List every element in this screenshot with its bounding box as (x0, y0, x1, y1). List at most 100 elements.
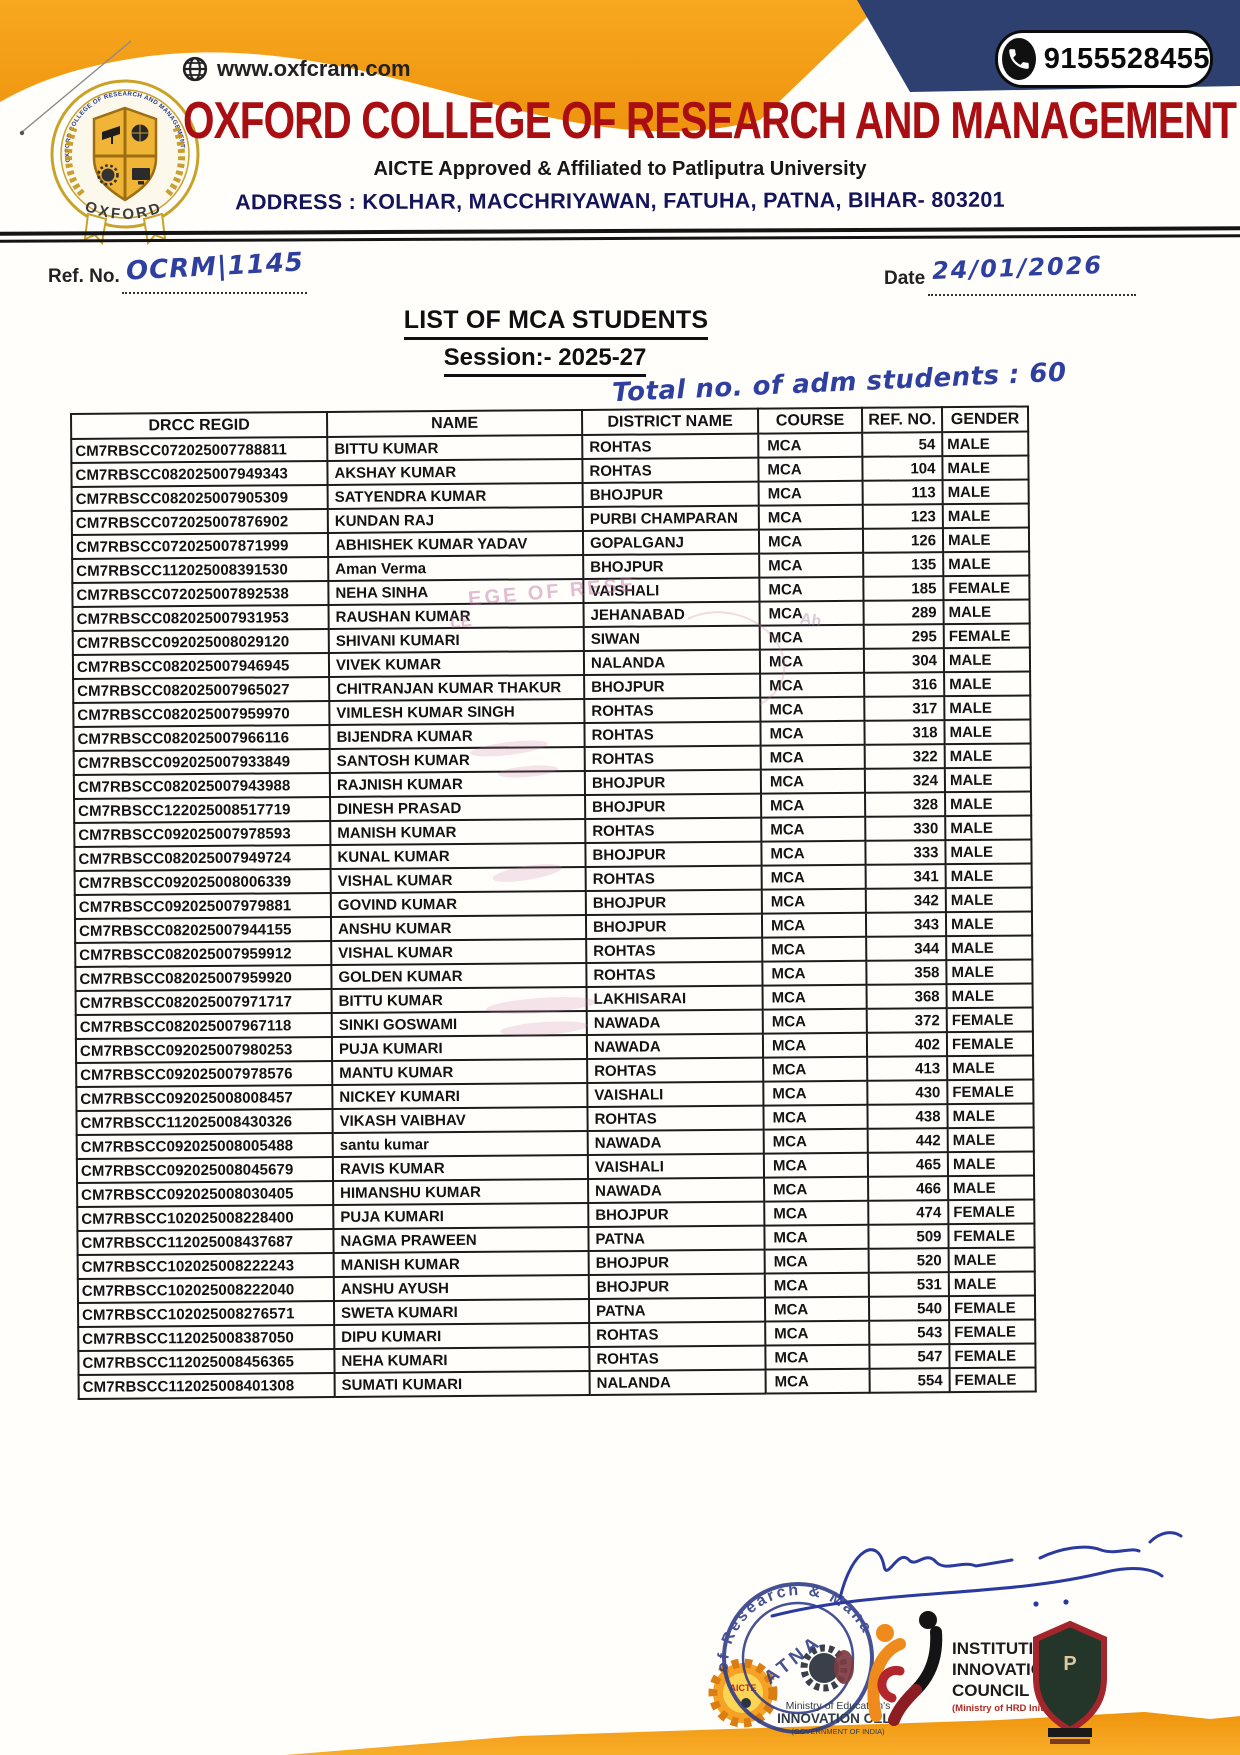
aicte-logo: AICTE (708, 1658, 778, 1728)
cell-district: ROHTAS (585, 865, 762, 891)
cell-ref: 324 (864, 768, 946, 793)
ref-no-dotted-line (122, 270, 307, 294)
cell-name: PUJA KUMARI (331, 1034, 588, 1061)
cell-ref: 54 (862, 432, 943, 457)
cell-name: VIVEK KUMAR (328, 650, 585, 677)
phone-icon (1002, 38, 1036, 80)
cell-name: santu kumar (332, 1130, 588, 1157)
cell-ref: 543 (869, 1320, 950, 1345)
cell-gender: MALE (947, 1055, 1034, 1081)
cell-regid: CM7RBSCC102025008222040 (77, 1276, 334, 1303)
cell-name: AKSHAY KUMAR (327, 458, 583, 485)
pen-dot (19, 130, 25, 136)
cell-district: ROHTAS (589, 1321, 766, 1347)
orange-swoosh (0, 0, 885, 132)
cell-regid: CM7RBSCC082025007949343 (71, 460, 328, 487)
cell-gender: FEMALE (948, 1199, 1035, 1225)
cell-ref: 318 (864, 720, 945, 745)
iic-line-3: COUNCIL (952, 1681, 1029, 1700)
gear-glyph-icon (101, 168, 115, 182)
cell-gender: FEMALE (949, 1319, 1036, 1345)
cell-course: MCA (758, 504, 863, 530)
cell-regid: CM7RBSCC122025008517719 (74, 796, 331, 823)
students-table: DRCC REGID NAME DISTRICT NAME COURSE REF… (70, 405, 1036, 1399)
cell-district: PURBI CHAMPARAN (582, 505, 759, 531)
cell-district: BHOJPUR (588, 1249, 765, 1275)
cell-district: ROHTAS (589, 1345, 766, 1371)
cell-gender: FEMALE (947, 1079, 1034, 1105)
cell-district: GOPALGANJ (582, 529, 760, 555)
cell-ref: 466 (868, 1176, 949, 1201)
date-label: Date (884, 268, 926, 289)
cell-gender: MALE (944, 719, 1031, 745)
cell-ref: 322 (864, 744, 945, 769)
cell-course: MCA (761, 840, 866, 866)
cell-regid: CM7RBSCC082025007967118 (75, 1012, 332, 1039)
iic-logo (867, 1611, 943, 1726)
cell-ref: 465 (867, 1152, 949, 1177)
cell-regid: CM7RBSCC082025007965027 (73, 676, 330, 703)
mic-line-3: (GOVERNMENT OF INDIA) (791, 1727, 885, 1736)
header-name: NAME (326, 409, 583, 437)
cell-regid: CM7RBSCC082025007966116 (73, 724, 330, 751)
svg-text:AICTE: AICTE (730, 1683, 757, 1693)
cell-regid: CM7RBSCC092025008006339 (74, 868, 331, 895)
cell-gender: MALE (946, 983, 1033, 1009)
monitor-glyph-icon (132, 168, 150, 180)
cell-course: MCA (762, 960, 867, 986)
globe-icon (182, 56, 208, 82)
laurel-left-icon (65, 126, 85, 197)
cell-name: GOLDEN KUMAR (331, 962, 587, 989)
mic-line-1: Ministry of Education's (786, 1700, 891, 1712)
cell-name: PUJA KUMARI (333, 1202, 589, 1229)
cell-gender: MALE (948, 1175, 1035, 1201)
cell-name: CHITRANJAN KUMAR THAKUR (329, 674, 585, 701)
cell-course: MCA (758, 432, 863, 458)
cell-gender: MALE (947, 1103, 1034, 1129)
cell-course: MCA (761, 864, 866, 890)
cell-ref: 372 (866, 1008, 947, 1033)
cell-course: MCA (764, 1200, 869, 1226)
cell-name: DINESH PRASAD (330, 794, 586, 821)
iic-line-2: INNOVATION (952, 1660, 1056, 1679)
cell-ref: 123 (862, 504, 943, 529)
cell-gender: FEMALE (946, 1007, 1033, 1033)
cell-ref: 328 (865, 792, 946, 817)
cell-regid: CM7RBSCC112025008430326 (76, 1108, 333, 1135)
cell-name: MANISH KUMAR (333, 1250, 589, 1277)
cell-name: SWETA KUMARI (333, 1298, 590, 1325)
iic-line-4: (Ministry of HRD Initiative) (952, 1703, 1071, 1714)
cell-regid: CM7RBSCC112025008456365 (78, 1348, 335, 1375)
cell-district: BHOJPUR (583, 553, 760, 579)
cell-course: MCA (759, 576, 864, 602)
cell-ref: 330 (865, 816, 946, 841)
cell-district: NAWADA (587, 1129, 764, 1155)
date-dotted-line (928, 272, 1136, 296)
college-name: OXFORD COLLEGE OF RESEARCH AND MANAGEMEN… (183, 91, 1237, 150)
cell-regid: CM7RBSCC112025008387050 (78, 1324, 335, 1351)
cell-gender: MALE (942, 431, 1029, 457)
cell-ref: 430 (867, 1080, 948, 1105)
cell-regid: CM7RBSCC082025007949724 (74, 844, 331, 871)
cell-gender: MALE (945, 791, 1032, 817)
cell-district: BHOJPUR (582, 481, 759, 507)
cell-regid: CM7RBSCC112025008391530 (72, 556, 329, 583)
affiliation-line: AICTE Approved & Affiliated to Patliputr… (373, 158, 867, 180)
cell-name: SANTOSH KUMAR (329, 746, 585, 773)
document-title: LIST OF MCA STUDENTS (403, 306, 709, 340)
cell-ref: 113 (862, 480, 943, 505)
cell-gender: FEMALE (943, 623, 1030, 649)
cell-course: MCA (759, 648, 865, 674)
cell-course: MCA (763, 1080, 868, 1106)
cell-course: MCA (764, 1272, 869, 1298)
cell-district: VAISHALI (587, 1081, 764, 1107)
laurel-right-icon (165, 126, 185, 197)
cell-name: ANSHU KUMAR (330, 914, 587, 941)
cell-course: MCA (759, 624, 864, 650)
cell-district: NAWADA (586, 1033, 764, 1059)
cell-course: MCA (765, 1320, 870, 1346)
cell-name: ABHISHEK KUMAR YADAV (327, 530, 584, 557)
cell-name: KUNAL KUMAR (330, 842, 586, 869)
footer-art: AICTE of Research & Mana ATNA Ministry o… (285, 1531, 1240, 1755)
cell-course: MCA (764, 1296, 870, 1322)
